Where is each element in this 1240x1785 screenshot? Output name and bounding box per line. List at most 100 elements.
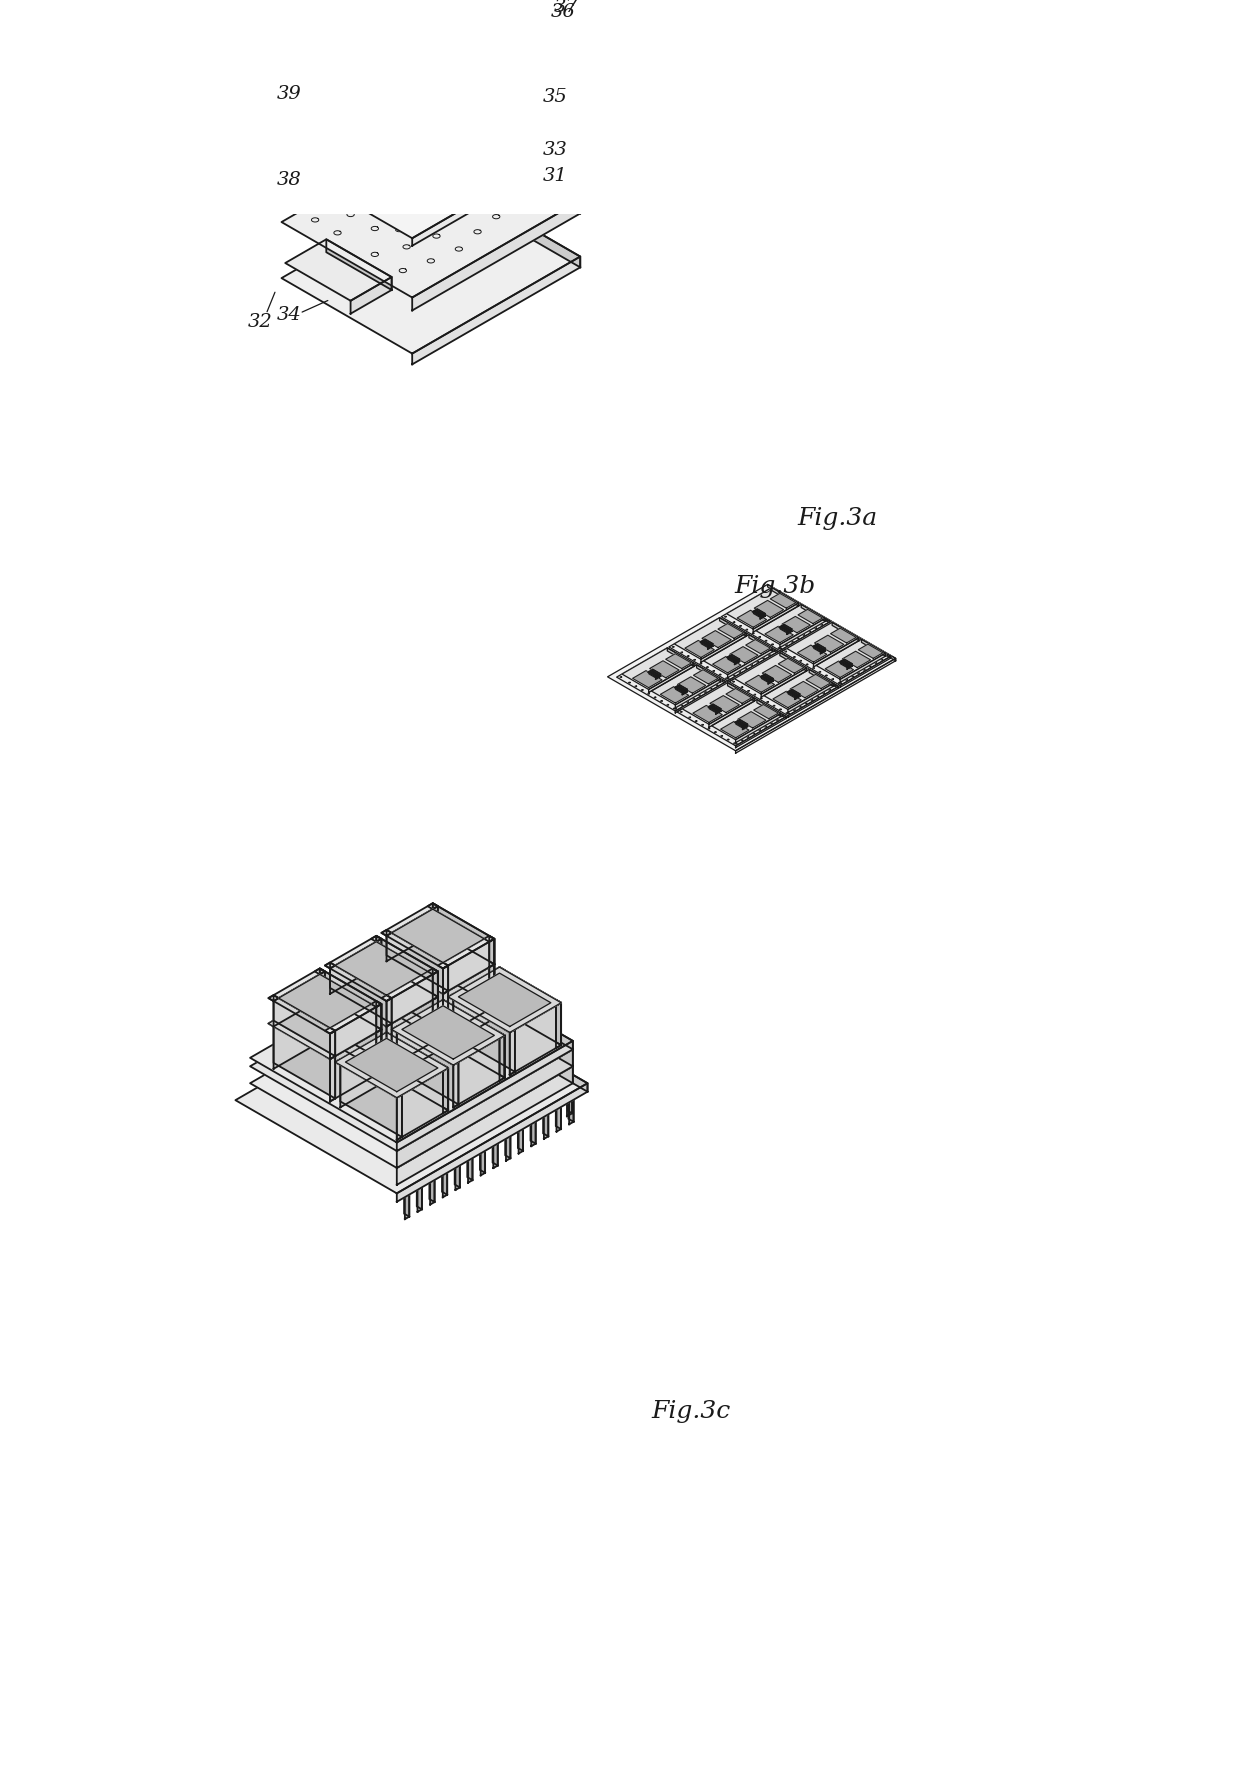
Polygon shape [274,971,325,1026]
Polygon shape [506,1128,511,1160]
Polygon shape [480,1139,485,1173]
Polygon shape [505,1125,511,1158]
Polygon shape [616,648,725,710]
Polygon shape [768,584,895,660]
Polygon shape [325,987,392,1026]
Polygon shape [676,678,720,709]
Polygon shape [392,1026,459,1066]
Polygon shape [325,1026,382,1059]
Polygon shape [734,721,744,726]
Polygon shape [463,0,525,29]
Polygon shape [494,1041,498,1075]
Polygon shape [450,125,580,214]
Polygon shape [727,587,799,628]
Polygon shape [315,994,382,1032]
Polygon shape [839,660,848,666]
Polygon shape [676,682,725,712]
Polygon shape [728,652,779,682]
Polygon shape [382,969,438,1001]
Polygon shape [763,666,791,682]
Polygon shape [730,655,739,660]
Polygon shape [825,648,826,652]
Polygon shape [443,966,448,994]
Polygon shape [433,928,438,975]
Polygon shape [718,623,744,639]
Polygon shape [791,689,800,694]
Polygon shape [787,684,833,712]
Polygon shape [816,644,826,650]
Polygon shape [492,1132,497,1166]
Polygon shape [704,639,713,646]
Polygon shape [526,1059,536,1064]
Text: 33: 33 [543,141,568,159]
Polygon shape [822,650,823,653]
Polygon shape [832,623,890,659]
Polygon shape [490,935,495,964]
Polygon shape [735,716,786,748]
Polygon shape [779,659,804,673]
Polygon shape [387,907,438,962]
Polygon shape [392,909,484,962]
Polygon shape [795,696,796,700]
Polygon shape [826,660,853,678]
Polygon shape [397,1050,573,1167]
Polygon shape [450,66,580,148]
Polygon shape [377,45,436,79]
Text: 38: 38 [278,171,301,189]
Polygon shape [433,928,495,1007]
Polygon shape [760,677,770,682]
Text: 34: 34 [278,305,301,323]
Polygon shape [376,962,438,1039]
Polygon shape [703,635,773,675]
Polygon shape [735,714,781,743]
Polygon shape [500,967,562,1044]
Polygon shape [677,677,706,693]
Polygon shape [448,994,515,1032]
Polygon shape [340,1059,402,1137]
Polygon shape [382,1032,448,1071]
Polygon shape [538,1066,548,1071]
Text: 39: 39 [278,86,301,104]
Polygon shape [450,1153,460,1160]
Polygon shape [701,641,709,648]
Polygon shape [745,675,775,693]
Polygon shape [745,639,770,653]
Polygon shape [763,675,771,680]
Polygon shape [753,603,799,632]
Polygon shape [518,1121,523,1153]
Polygon shape [412,141,580,246]
Polygon shape [325,962,438,1026]
Polygon shape [325,962,392,1001]
Polygon shape [279,975,371,1028]
Polygon shape [443,939,495,994]
Polygon shape [735,659,895,753]
Polygon shape [382,903,438,935]
Polygon shape [513,1117,523,1123]
Polygon shape [501,1044,511,1050]
Polygon shape [787,632,789,634]
Polygon shape [450,0,580,20]
Polygon shape [274,1021,335,1098]
Polygon shape [490,962,495,1007]
Polygon shape [650,660,680,678]
Polygon shape [448,967,562,1032]
Polygon shape [382,955,448,994]
Polygon shape [622,648,694,689]
Polygon shape [651,669,661,675]
Polygon shape [320,969,325,996]
Polygon shape [657,675,658,678]
Polygon shape [568,1080,572,1114]
Polygon shape [458,1016,461,1050]
Polygon shape [660,675,661,677]
Polygon shape [501,1125,511,1130]
Polygon shape [392,1000,505,1066]
Text: 35: 35 [543,87,568,105]
Polygon shape [399,1183,409,1189]
Polygon shape [397,1083,588,1201]
Polygon shape [351,157,392,205]
Polygon shape [667,648,694,666]
Polygon shape [326,118,392,182]
Polygon shape [476,1030,486,1035]
Polygon shape [647,671,657,677]
Polygon shape [756,605,826,644]
